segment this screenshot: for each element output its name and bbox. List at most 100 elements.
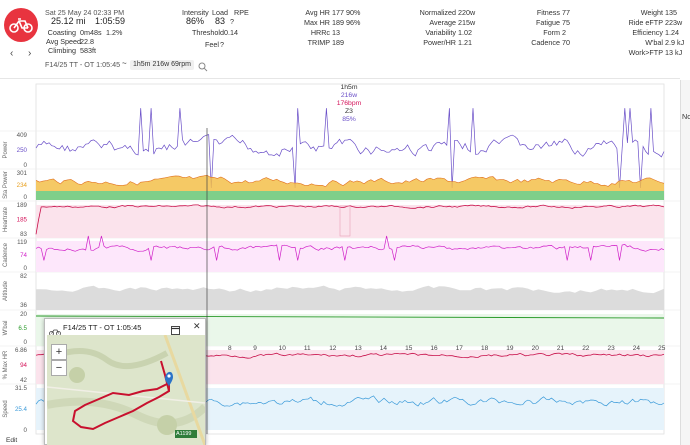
distance-tick: 9 [253, 345, 257, 352]
track-label: Altitude [3, 280, 9, 301]
sta-power-area [36, 175, 664, 191]
metric-label: HRRc [310, 28, 330, 37]
track-tick: 6.5 [18, 325, 27, 332]
track-label: Heartrate [3, 206, 9, 232]
threshold-label: Threshold [192, 28, 224, 37]
activity-title-row: F14/25 TT - OT 1:05:45 [45, 60, 121, 69]
metric-value: 189 [332, 38, 344, 47]
metric-label: Form [543, 28, 560, 37]
activity-duration: 1:05:59 [95, 16, 126, 26]
hr-line [35, 204, 665, 235]
metric-value: 70 [562, 38, 570, 47]
metric-value: 215w [458, 18, 476, 27]
metric-value: 13 [332, 28, 340, 37]
avg-speed-value: 22.8 [80, 37, 94, 46]
coasting-label: Coasting [47, 28, 76, 37]
coasting-value: 0m48s [80, 28, 102, 37]
track-tick: 189 [17, 202, 28, 209]
coasting-pct: 1.2% [106, 28, 123, 37]
feel-value-icon[interactable]: ? [220, 40, 224, 49]
track-tick: 25.4 [15, 406, 28, 413]
track-tick: 250 [17, 147, 28, 154]
avg-speed-label: Avg Speed [46, 37, 82, 46]
track-tick: 6.86 [15, 347, 28, 354]
right-panel-text: No [682, 112, 690, 121]
distance-tick: 12 [329, 345, 337, 352]
climbing-label: Climbing [48, 46, 76, 55]
track-tick: 0 [24, 162, 28, 169]
load-value: 83 [215, 16, 226, 26]
threshold-value: 0.14 [224, 28, 238, 37]
metric-label: Avg HR [305, 8, 330, 17]
hover-zone: Z3 [345, 108, 353, 115]
track-label: Cadence [3, 242, 9, 267]
maximize-icon[interactable] [171, 322, 180, 340]
metric-value: 189 [332, 18, 344, 27]
distance-tick: 11 [303, 345, 311, 352]
selection-chip[interactable]: 1h5m 216w 69rpm [130, 60, 194, 70]
next-activity-button[interactable]: › [28, 48, 32, 59]
hover-power: 216w [340, 92, 358, 99]
load-label: Load [212, 8, 228, 17]
distance-tick: 20 [531, 345, 539, 352]
zoom-in-button[interactable]: + [51, 344, 67, 360]
metric-value: 1.21 [458, 38, 472, 47]
prev-activity-button[interactable]: ‹ [10, 48, 14, 59]
power-line [35, 108, 665, 189]
edit-link[interactable]: Edit [6, 437, 18, 444]
distance-tick: 21 [556, 345, 565, 352]
distance-tick: 15 [405, 345, 413, 352]
intensity-value: 86% [186, 16, 205, 26]
track-tick: 185 [17, 217, 28, 224]
metric-value: 2.9 kJ [665, 38, 685, 47]
distance-tick: 23 [607, 345, 615, 352]
hover-readout: 1h5m 216w 176bpm Z3 85% [335, 84, 363, 124]
map-popup-title: F14/25 TT - OT 1:05:45 [63, 323, 142, 332]
rpe-value-icon[interactable]: ? [230, 17, 234, 26]
metric-label: Average [429, 18, 456, 27]
track-tick: 83 [20, 231, 27, 238]
map-popup[interactable]: F14/25 TT - OT 1:05:45 ✕ A1199 + [44, 318, 206, 445]
close-icon[interactable]: ✕ [193, 321, 201, 331]
metric-value: 1.02 [458, 28, 472, 37]
track-label: Power [3, 141, 9, 158]
metric-label: W'bal [645, 38, 663, 47]
metric-label: Work>FTP [628, 48, 663, 57]
hover-hr: 176bpm [336, 100, 362, 107]
track-tick: 0 [24, 339, 28, 346]
cadence-fill [36, 241, 664, 272]
right-panel-edge [680, 80, 690, 445]
metric-value: 135 [665, 8, 677, 17]
track-tick: 36 [20, 302, 27, 309]
distance-tick: 10 [278, 345, 286, 352]
feel-label: Feel [205, 40, 219, 49]
metric-label: Normalized [419, 8, 456, 17]
track-tick: 0 [24, 194, 28, 201]
distance-tick: 16 [430, 345, 438, 352]
hover-pct: 85% [342, 116, 356, 123]
distance-tick: 8 [228, 345, 232, 352]
track-tick: 234 [17, 182, 28, 189]
zoom-out-button[interactable]: − [51, 360, 67, 376]
altitude-area [36, 285, 664, 310]
metric-value: 2 [562, 28, 566, 37]
distance-tick: 22 [582, 345, 590, 352]
sta-power-band [36, 191, 664, 200]
metric-value: 77 [562, 8, 570, 17]
track-label: Speed [3, 400, 9, 417]
road-label: A1199 [176, 431, 192, 437]
metric-value: 1.24 [665, 28, 679, 37]
track-label: Sta Power [3, 171, 9, 199]
metric-label: Variability [425, 28, 456, 37]
track-tick: 42 [20, 377, 27, 384]
track-tick: 409 [17, 132, 28, 139]
track-tick: 74 [20, 252, 27, 259]
track-tick: 20 [20, 311, 27, 318]
track-tick: 0 [24, 427, 28, 434]
track-tick: 0 [24, 265, 28, 272]
search-icon[interactable] [198, 59, 208, 77]
metric-extra: 90% [346, 8, 361, 17]
track-tick: 31.5 [15, 385, 28, 392]
route-map[interactable]: A1199 [47, 335, 205, 445]
metric-label: Weight [640, 8, 663, 17]
